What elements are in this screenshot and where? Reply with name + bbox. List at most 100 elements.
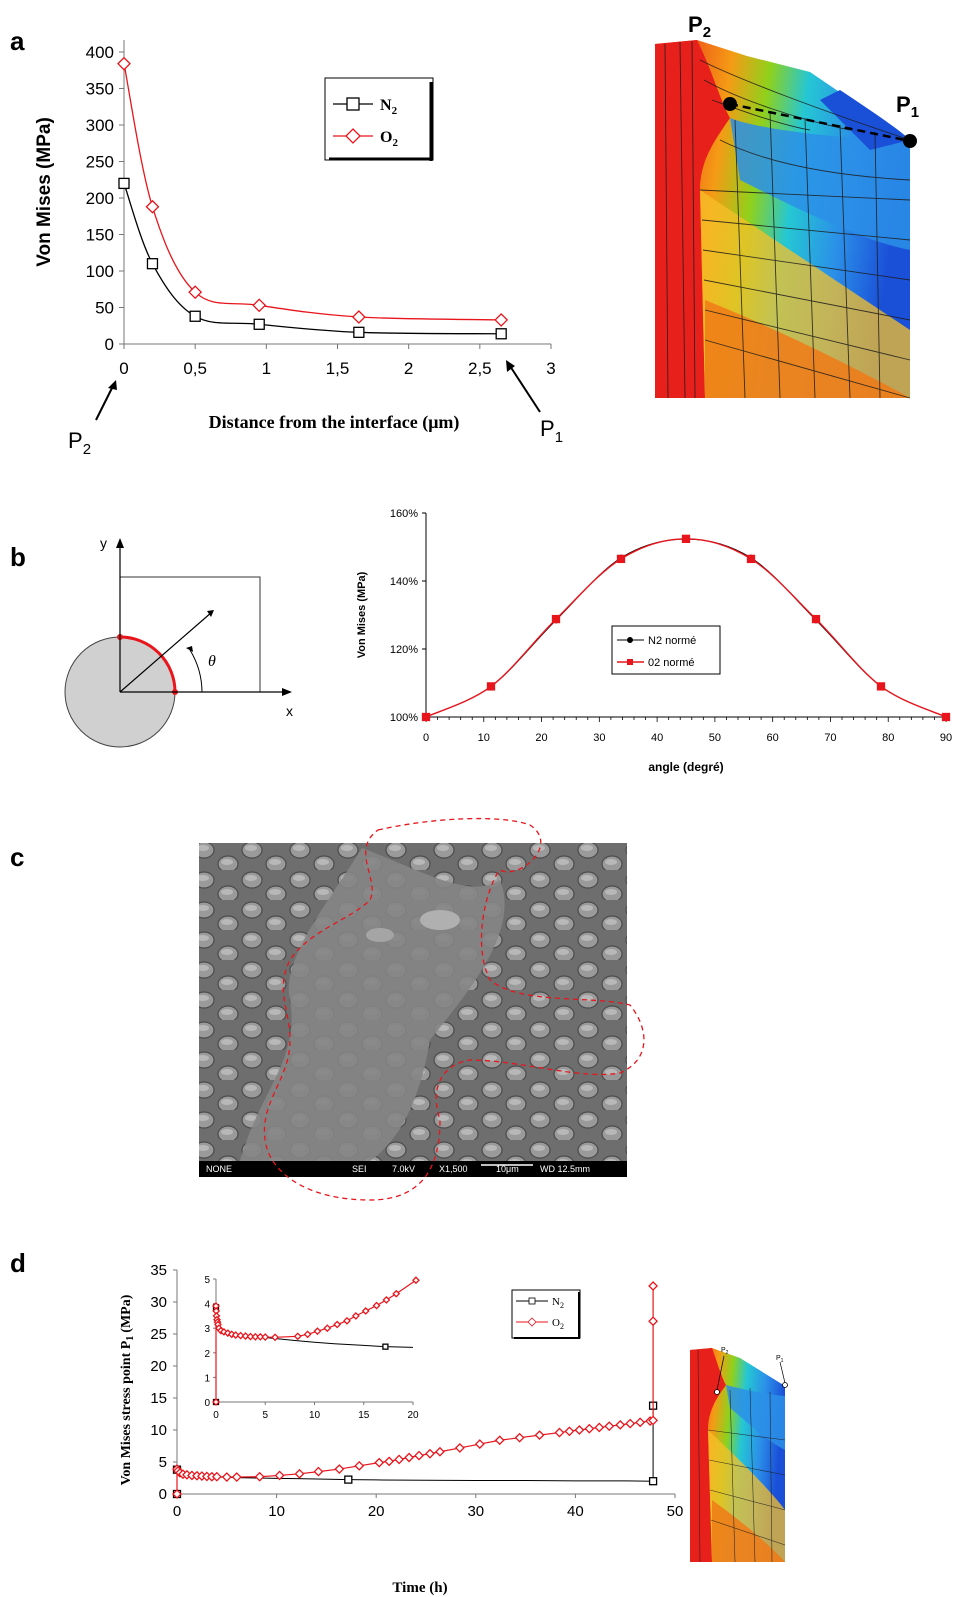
chart-b-point-1-2 [551,614,561,624]
fem-mesh-image-a: P2 P1 [655,12,919,399]
chart-d-point-o2-20 [374,1457,385,1468]
chart-a-point-n2-2 [189,310,201,322]
chart-b-y-tick-label-0: 100% [390,712,418,724]
chart-d-inset-point-o2-14 [241,1332,250,1340]
chart-d-point-o2-42 [648,1415,659,1426]
chart-d-y-axis-label: Von Mises stress point P1(MPa) [119,1294,136,1485]
chart-d-x-tick-label-0: 0 [173,1503,181,1520]
svg-text:7.0kV: 7.0kV [392,1164,415,1174]
svg-text:WD 12.5mm: WD 12.5mm [540,1164,590,1174]
chart-b-x-tick-label-9: 90 [940,732,952,744]
chart-b-y-axis-label: Von Mises (MPa) [356,571,368,658]
chart-b-x-ticks: 0 10 20 30 40 50 60 70 80 90 [423,717,952,744]
chart-d-series [172,1281,659,1499]
chart-d-point-o2-26 [435,1446,445,1457]
diagram-b-y-label: y [100,535,107,551]
chart-d-inset-point-o2-22 [313,1327,322,1336]
svg-text:SEI: SEI [352,1164,367,1174]
chart-d-point-o2-36 [594,1422,605,1433]
chart-b-y-ticks: 100% 120% 140% 160% [390,508,426,724]
chart-d-point-o2-38 [615,1419,626,1430]
chart-d-x-tick-label-5: 50 [667,1503,684,1520]
chart-d-inset-point-o2-24 [333,1320,342,1329]
chart-d-x-tick-label-2: 20 [368,1503,385,1520]
chart-b-x-tick-label-4: 40 [651,732,663,744]
chart-a-von-mises-vs-distance: 0 50 100 150 200 250 300 350 400 0 0,5 1 1,5 2 2,5 3 V… [34,40,563,458]
chart-d-legend: N2 O2 [511,1289,581,1339]
chart-d-inset-point-o2-31 [412,1276,420,1285]
chart-a-x-tick-label-6: 3 [546,359,555,378]
chart-a-series [117,56,509,340]
chart-d-point-o2-44 [648,1281,659,1291]
chart-d-inset-y-tick-label-1: 1 [204,1373,210,1384]
chart-d-point-o2-17 [313,1466,324,1477]
chart-d-inset-point-o2-28 [372,1301,381,1310]
chart-d-inset-point-o2-20 [293,1332,302,1341]
chart-d-inset: 0 1 2 3 4 5 0 5 10 15 20 [204,1275,420,1421]
chart-b-legend: N2 normé 02 normé [611,625,721,675]
chart-d-x-axis-label: Time (h) [392,1580,447,1596]
chart-d-inset-y-tick-label-2: 2 [204,1349,210,1360]
chart-d-legend-n2: N [552,1296,560,1308]
chart-b-x-axis-label: angle (degré) [648,760,723,774]
chart-a-point-n2-1 [146,258,159,270]
chart-d-inset-point-o2-19 [271,1333,280,1342]
chart-d-y-tick-label-3: 15 [150,1390,167,1407]
svg-text:X1,500: X1,500 [439,1164,468,1174]
chart-a-x-tick-label-2: 1 [262,359,271,378]
chart-b-point-1-4 [681,534,691,543]
diagram-b-theta-label: θ [208,653,216,670]
chart-d-inset-y-tick-label-3: 3 [204,1324,210,1335]
chart-b-x-tick-label-6: 60 [767,732,779,744]
chart-d-point-o2-15 [274,1470,285,1481]
chart-a-y-tick-label-4: 200 [86,189,114,208]
chart-d-inset-x-tick-label-2: 10 [309,1410,321,1421]
chart-a-y-tick-label-0: 0 [105,335,114,354]
chart-a-y-tick-label-7: 350 [86,80,114,99]
chart-d-y-ticks: 0 5 10 15 20 25 30 35 [150,1262,177,1503]
chart-d-point-n2-2 [344,1475,353,1484]
chart-a-x-axis-label: Distance from the interface (μm) [209,412,460,433]
chart-d-inset-y-tick-label-5: 5 [204,1275,210,1286]
chart-d-point-o2-31 [534,1430,545,1441]
chart-a-x-ticks: 0 0,5 1 1,5 2 2,5 3 [119,344,556,378]
chart-d-point-o2-32 [554,1427,565,1438]
chart-d-inset-y-tick-label-4: 4 [204,1300,210,1311]
chart-d-inset-point-o2-23 [323,1324,332,1333]
chart-d-point-o2-37 [604,1421,615,1432]
chart-d-y-tick-label-7: 35 [150,1262,167,1279]
chart-d-point-o2-40 [635,1417,646,1428]
chart-b-x-tick-label-2: 20 [535,732,547,744]
chart-b-x-tick-label-3: 30 [593,732,605,744]
chart-b-point-1-3 [616,554,626,564]
chart-d-point-o2-28 [474,1439,485,1449]
panel-letter-a: a [10,26,25,56]
chart-d-inset-point-n2-2 [382,1343,389,1350]
chart-a-point-o2-1 [145,199,160,214]
chart-d-point-o2-16 [294,1468,305,1479]
chart-a-legend-o2-sub: 2 [392,137,398,149]
chart-d-point-o2-21 [384,1456,395,1467]
chart-b-y-tick-label-2: 140% [390,576,418,588]
chart-a-point-n2-4 [353,326,365,338]
svg-text:P1: P1 [540,416,563,446]
chart-b-x-tick-label-1: 10 [478,732,490,744]
chart-d-inset-point-o2-25 [343,1316,351,1325]
fem-mesh-image-d: P2 P1 [690,1347,788,1563]
chart-a-point-n2-3 [253,318,265,330]
polar-diagram-b: y x θ [64,535,293,748]
chart-a-y-axis-label: Von Mises (MPa) [34,117,55,267]
chart-a-point-n2-0 [118,177,130,190]
chart-b-point-1-7 [876,682,886,691]
chart-a-line-n2 [123,183,502,335]
chart-d-inset-point-o2-15 [246,1332,255,1341]
panel-letter-b: b [10,542,26,572]
fem-d-p2-label: P2 [721,1347,729,1356]
panel-letter-d: d [10,1248,26,1278]
chart-d-inset-point-o2-0 [212,1398,220,1406]
chart-b-y-tick-label-1: 120% [390,644,418,656]
chart-d-inset-point-o2-16 [251,1332,260,1341]
chart-a-p2-annotation: P2 [68,380,117,458]
